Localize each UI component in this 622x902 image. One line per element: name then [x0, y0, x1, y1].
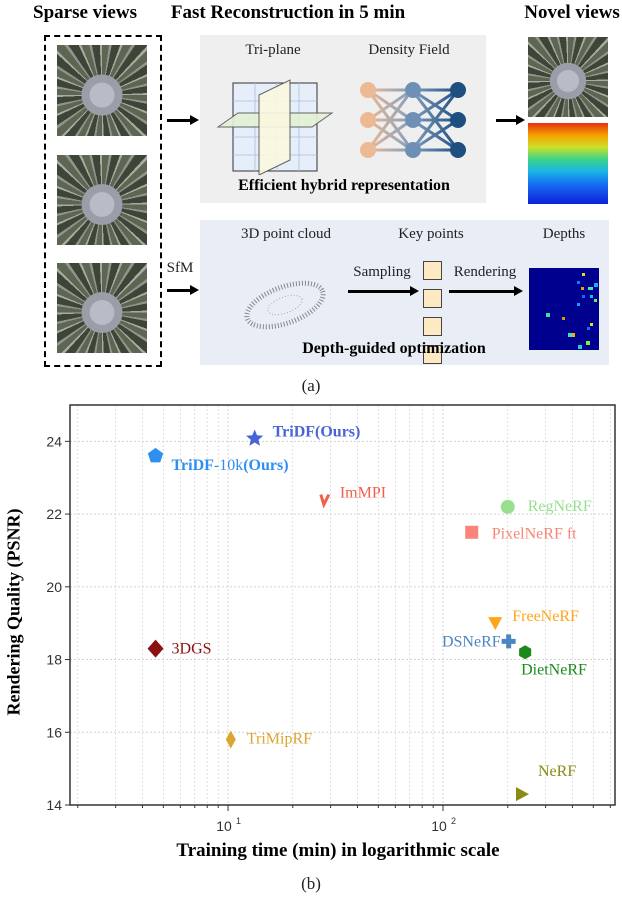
point-label: RegNeRF	[528, 498, 592, 515]
header-novel-views: Novel views	[524, 2, 620, 23]
novel-view-depth-image	[528, 123, 608, 204]
header-fast-reconstruction: Fast Reconstruction in 5 min	[170, 2, 406, 23]
marker-nerf	[515, 787, 529, 802]
point-label: ImMPI	[340, 485, 386, 502]
triplane-icon	[216, 79, 334, 175]
x-tick-label: 10	[216, 818, 232, 834]
y-tick-label: 14	[46, 797, 62, 813]
point-cloud-icon	[244, 280, 326, 330]
key-points-label: Key points	[398, 226, 464, 242]
point-label: PixelNeRF ft	[492, 525, 577, 542]
y-tick-label: 16	[46, 724, 62, 740]
marker-tridf-10k-ours-	[147, 447, 164, 463]
key-point	[423, 345, 442, 364]
panel-a-label: (a)	[301, 376, 321, 395]
marker-tridf-ours-	[246, 429, 264, 446]
key-point	[423, 261, 442, 280]
header-sparse-views: Sparse views	[33, 2, 137, 23]
triplane-label: Tri-plane	[245, 42, 301, 58]
x-axis-label: Training time (min) in logarithmic scale	[176, 840, 500, 861]
marker-dsnerf	[501, 634, 516, 649]
sampling-label: Sampling	[353, 264, 411, 280]
density-field-label: Density Field	[368, 42, 450, 58]
sparse-views-box	[44, 35, 162, 367]
key-point	[423, 317, 442, 336]
sfm-label: SfM	[166, 260, 194, 276]
hybrid-caption: Efficient hybrid representation	[238, 177, 450, 194]
point-label: 3DGS	[172, 641, 212, 658]
point-label: NeRF	[538, 763, 576, 780]
plot-frame	[69, 404, 616, 806]
rendering-label: Rendering	[453, 264, 517, 280]
point-label: TriMipRF	[247, 731, 312, 748]
key-points-stack	[423, 261, 442, 364]
arrow-rendering	[449, 286, 523, 296]
marker-immpi	[319, 493, 331, 509]
sparse-view-image-2	[57, 155, 147, 245]
arrow-sampling	[348, 286, 419, 296]
scatter-chart: 14 16 18 20 22 24 10 1 10 2 TriDF(Ours) TriDF-10k(O…	[46, 404, 616, 834]
point-label: DietNeRF	[521, 661, 587, 678]
marker-regnerf	[500, 499, 515, 514]
x-tick-exponent: 1	[236, 816, 241, 826]
point-label: TriDF(Ours)	[273, 423, 361, 440]
depths-label: Depths	[542, 226, 586, 242]
arrow-to-hybrid	[167, 115, 199, 125]
marker-dietnerf	[519, 645, 532, 660]
arrow-to-novel	[496, 115, 525, 125]
y-tick-label: 20	[46, 579, 62, 595]
y-tick-label: 22	[46, 506, 62, 522]
y-tick-label: 18	[46, 652, 62, 668]
key-point	[423, 289, 442, 308]
marker-trimiprf	[225, 730, 236, 749]
panel-b-label: (b)	[301, 874, 321, 893]
marker-pixelnerf-ft	[465, 525, 479, 539]
sparse-view-image-1	[57, 45, 147, 136]
x-tick-label: 10	[431, 818, 447, 834]
point-label: FreeNeRF	[512, 608, 579, 625]
point-label: TriDF-10k(Ours)	[172, 457, 289, 474]
marker-freenerf	[488, 617, 503, 631]
density-field-network-icon	[360, 82, 466, 158]
marker-3dgs	[147, 639, 164, 658]
point-label: DSNeRF	[442, 633, 501, 650]
sparse-depth-map	[529, 268, 599, 350]
sparse-view-image-3	[57, 263, 147, 353]
y-axis-label: Rendering Quality (PSNR)	[3, 508, 24, 716]
y-tick-label: 24	[46, 433, 62, 449]
novel-view-rgb-image	[528, 37, 608, 117]
arrow-sfm	[167, 285, 199, 295]
hybrid-diagram	[216, 79, 466, 175]
x-tick-exponent: 2	[451, 816, 456, 826]
point-cloud-label: 3D point cloud	[241, 226, 331, 242]
depth-guided-caption: Depth-guided optimization	[302, 340, 486, 357]
